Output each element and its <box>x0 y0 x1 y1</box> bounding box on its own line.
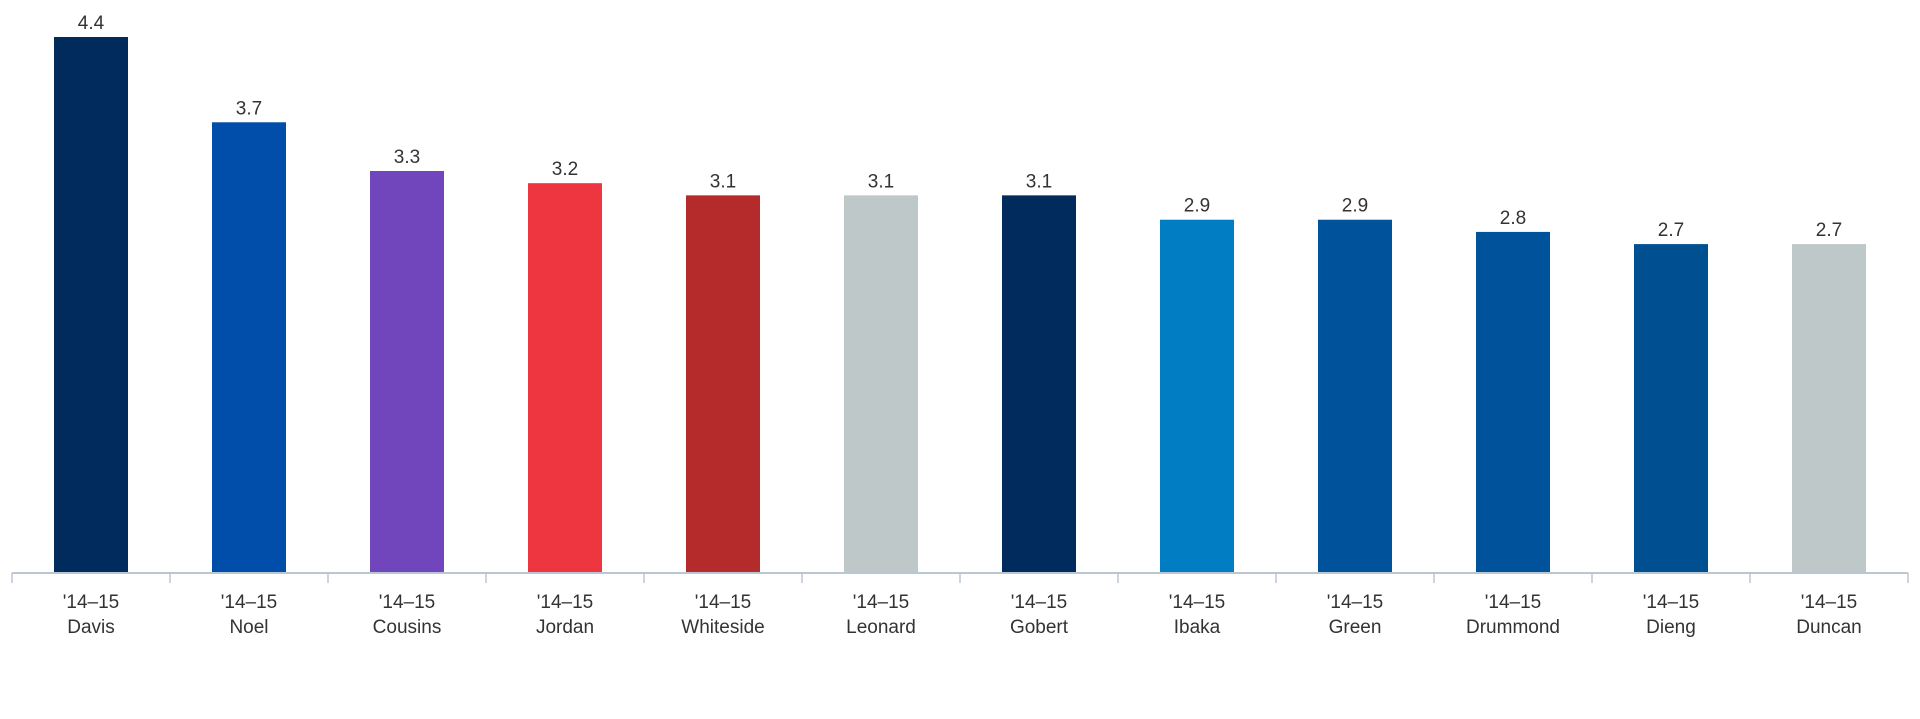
x-tick-player-label: Dieng <box>1646 617 1696 638</box>
x-tick-season-label: '14–15 <box>63 592 119 613</box>
x-tick-player-label: Drummond <box>1466 617 1560 638</box>
bar-duncan[interactable] <box>1792 244 1866 573</box>
x-tick-player-label: Green <box>1329 617 1382 638</box>
bar-jordan[interactable] <box>528 183 602 573</box>
x-tick-season-label: '14–15 <box>221 592 277 613</box>
value-label: 3.1 <box>710 171 736 192</box>
x-tick-player-label: Duncan <box>1796 617 1862 638</box>
x-tick-player-label: Ibaka <box>1174 617 1221 638</box>
x-tick-season-label: '14–15 <box>1169 592 1225 613</box>
value-label: 3.1 <box>868 171 894 192</box>
bar-davis[interactable] <box>54 37 128 573</box>
bar-cousins[interactable] <box>370 171 444 573</box>
value-label: 2.9 <box>1342 196 1368 217</box>
x-tick-season-label: '14–15 <box>1643 592 1699 613</box>
value-label: 3.3 <box>394 147 420 168</box>
bars-group <box>54 37 1866 573</box>
bar-whiteside[interactable] <box>686 195 760 573</box>
bar-green[interactable] <box>1318 219 1392 573</box>
value-label: 2.7 <box>1816 220 1842 241</box>
bar-gobert[interactable] <box>1002 195 1076 573</box>
value-label: 2.9 <box>1184 196 1210 217</box>
x-tick-season-label: '14–15 <box>537 592 593 613</box>
x-tick-player-label: Leonard <box>846 617 916 638</box>
value-label: 2.8 <box>1500 208 1526 229</box>
x-axis-ticks-group <box>11 573 1909 583</box>
x-tick-player-label: Gobert <box>1010 617 1069 638</box>
bar-dieng[interactable] <box>1634 244 1708 573</box>
x-tick-player-label: Noel <box>229 617 268 638</box>
x-tick-season-label: '14–15 <box>1327 592 1383 613</box>
x-tick-player-label: Whiteside <box>681 617 764 638</box>
value-label: 3.2 <box>552 159 578 180</box>
x-tick-season-label: '14–15 <box>379 592 435 613</box>
x-axis-labels-group: '14–15 Davis '14–15 Noel '14–15 Cousins '14–15… <box>63 592 1862 638</box>
value-label: 3.1 <box>1026 171 1052 192</box>
bar-ibaka[interactable] <box>1160 219 1234 573</box>
x-tick-season-label: '14–15 <box>1801 592 1857 613</box>
bar-drummond[interactable] <box>1476 231 1550 573</box>
x-tick-season-label: '14–15 <box>853 592 909 613</box>
x-tick-player-label: Cousins <box>373 617 442 638</box>
value-labels-group: 4.4 3.7 3.3 3.2 3.1 3.1 3.1 2.9 2.9 2.8 2.7 2.7 <box>78 13 1842 241</box>
value-label: 4.4 <box>78 13 105 34</box>
x-tick-season-label: '14–15 <box>695 592 751 613</box>
x-tick-player-label: Davis <box>67 617 115 638</box>
x-tick-season-label: '14–15 <box>1011 592 1067 613</box>
bar-leonard[interactable] <box>844 195 918 573</box>
x-tick-player-label: Jordan <box>536 617 594 638</box>
bar-noel[interactable] <box>212 122 286 573</box>
x-tick-season-label: '14–15 <box>1485 592 1541 613</box>
value-label: 2.7 <box>1658 220 1684 241</box>
value-label: 3.7 <box>236 98 262 119</box>
